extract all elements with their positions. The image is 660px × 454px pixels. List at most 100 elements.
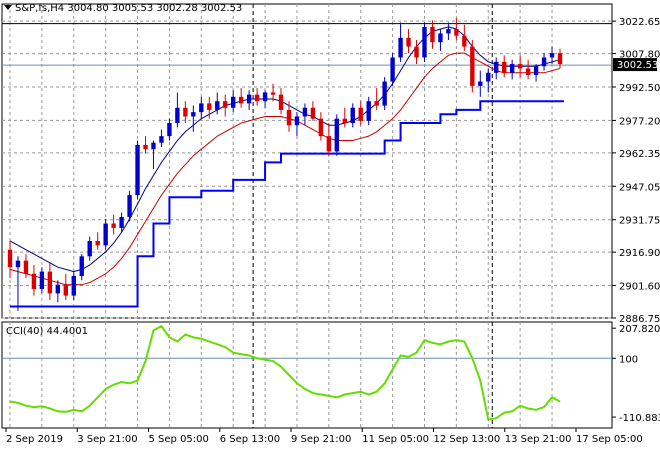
candle (541, 53, 547, 71)
candle (23, 254, 29, 279)
candle-body (342, 118, 347, 124)
candle-body (541, 57, 547, 67)
candle (135, 140, 140, 200)
candle (270, 83, 276, 102)
price-tick-label: 3022.65 (619, 17, 660, 28)
candle-body (382, 81, 387, 106)
candle-body (71, 275, 76, 296)
candle-body (111, 223, 116, 228)
candle (422, 22, 427, 62)
candle (502, 55, 507, 78)
candle-body (422, 26, 427, 58)
candle (438, 29, 443, 51)
candle (310, 101, 316, 121)
candle-body (183, 107, 188, 117)
candle-body (175, 107, 180, 124)
candle (478, 70, 483, 97)
candle-body (270, 92, 276, 95)
candle-body (494, 61, 499, 73)
candle-body (230, 96, 236, 108)
candle (199, 96, 204, 119)
price-tick-label: 2992.50 (619, 83, 660, 94)
candle (334, 114, 340, 156)
candle-body (326, 136, 332, 152)
candle (509, 59, 515, 80)
candle-body (207, 103, 212, 110)
candle (95, 232, 100, 250)
candle-body (278, 94, 284, 110)
cci-line (9, 324, 561, 421)
candle (87, 236, 92, 261)
current-price-tag-label: 3002.53 (617, 60, 658, 71)
candle (47, 262, 53, 300)
dropdown-triangle-icon[interactable] (4, 5, 12, 10)
current-price-tag (613, 58, 657, 72)
candle (79, 254, 84, 281)
candle (143, 136, 148, 154)
candle-body (358, 107, 363, 121)
candle-body (135, 144, 140, 196)
candle (549, 46, 555, 65)
candle-body (533, 66, 539, 75)
candle (207, 96, 212, 119)
candle (151, 140, 156, 169)
candle-body (509, 64, 515, 73)
candle-body (167, 123, 172, 137)
candle-body (151, 142, 156, 150)
candle-body (31, 273, 37, 290)
price-tick-label: 2947.05 (619, 182, 660, 193)
candle-body (374, 101, 379, 106)
candle (39, 267, 45, 294)
candle (382, 77, 387, 110)
candle-body (199, 103, 204, 113)
candle-body (549, 53, 555, 58)
candle (191, 105, 196, 132)
candle-body (191, 112, 196, 117)
candle (183, 101, 188, 124)
candle (215, 92, 220, 115)
price-tick-label: 2931.75 (619, 216, 660, 227)
candle (278, 88, 284, 115)
candle-body (294, 116, 300, 126)
fast-ma-line (9, 26, 561, 273)
time-axis-label: 2 Sep 2019 (6, 434, 63, 445)
candle-body (79, 256, 84, 276)
candle-body (246, 94, 252, 104)
candle-body (470, 46, 475, 86)
candle (414, 40, 419, 65)
price-panel-frame (1, 3, 613, 319)
candle-body (462, 35, 467, 47)
symbol-label: S&P,fs,H4 (15, 3, 65, 14)
candle-body (286, 109, 292, 126)
candle-body (254, 94, 260, 102)
candle (175, 92, 180, 128)
candle-body (15, 260, 21, 268)
chart-header[interactable]: S&P,fs,H4 3004.80 3005.53 3002.28 3002.5… (4, 3, 242, 14)
candle (246, 90, 252, 110)
candle (119, 212, 124, 233)
candle-body (95, 240, 100, 246)
candle-body (55, 284, 61, 294)
candle-body (502, 61, 507, 73)
candle-body (47, 271, 53, 294)
candle (302, 103, 308, 126)
candle-body (262, 92, 268, 102)
candle (63, 273, 68, 300)
price-tick-label: 2977.20 (619, 116, 660, 127)
cci-indicator-label: CCI(40) 44.4001 (6, 326, 88, 337)
candle-body (87, 240, 92, 257)
candle (294, 112, 300, 137)
cci-tick-label: -110.8832 (619, 413, 660, 424)
candle (15, 256, 21, 311)
candle-body (310, 107, 316, 119)
time-axis-label: 11 Sep 05:00 (362, 434, 429, 445)
candle (7, 240, 13, 279)
time-axis-label: 5 Sep 05:00 (149, 434, 209, 445)
candle-body (486, 72, 491, 82)
candle-body (414, 46, 419, 58)
candle-body (334, 118, 340, 152)
candle (454, 18, 459, 41)
price-tick-label: 2916.90 (619, 248, 660, 259)
candle-body (127, 195, 132, 217)
